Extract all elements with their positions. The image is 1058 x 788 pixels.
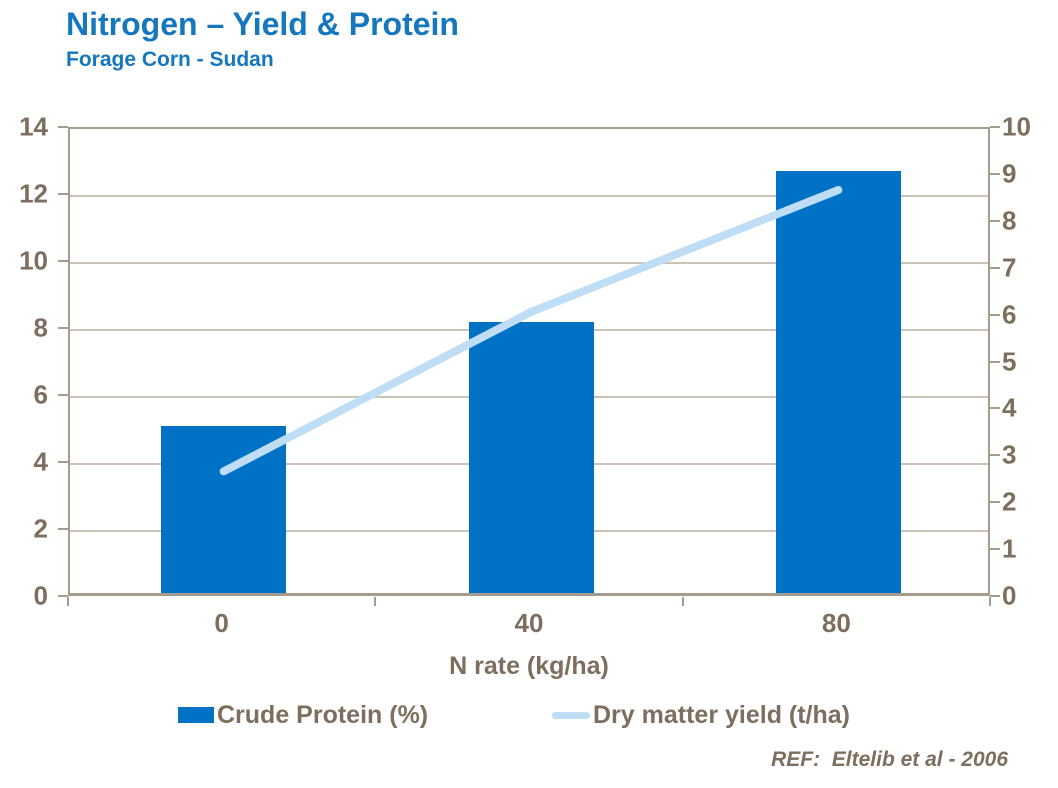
y-axis-right-label: 5 — [1002, 346, 1017, 376]
y-axis-left-tick — [58, 461, 68, 463]
y-axis-right-tick — [990, 126, 1000, 128]
x-axis-tick — [989, 597, 991, 606]
y-axis-right-tick — [990, 454, 1000, 457]
y-axis-left-label: 8 — [33, 312, 48, 343]
y-axis-right-tick — [990, 313, 1000, 316]
grid-line — [70, 195, 988, 197]
y-axis-right-tick — [990, 219, 1000, 222]
y-axis-right-tick — [990, 172, 1000, 175]
reference-text: REF: Eltelib et al - 2006 — [771, 748, 1008, 771]
y-axis-right-label: 4 — [1002, 392, 1017, 423]
y-axis-left-label: 12 — [19, 178, 48, 209]
y-axis-left-tick — [58, 595, 68, 597]
y-axis-right-label: 2 — [1002, 486, 1017, 517]
bar-40 — [468, 321, 594, 593]
chart-title: Nitrogen – Yield & Protein — [66, 6, 459, 42]
x-axis-tick — [681, 597, 684, 606]
line-swatch-icon — [552, 711, 590, 719]
y-axis-left-tick — [58, 528, 68, 530]
bar-80 — [775, 170, 901, 593]
bar-swatch-icon — [178, 707, 214, 723]
chart-subtitle: Forage Corn - Sudan — [66, 48, 274, 71]
x-axis-tick — [67, 597, 69, 606]
y-axis-right-tick — [990, 501, 1000, 504]
y-axis-right-label: 1 — [1002, 533, 1017, 564]
y-axis-left-label: 4 — [33, 446, 48, 477]
x-axis-category-label: 0 — [214, 608, 229, 638]
y-axis-right-label: 9 — [1002, 158, 1017, 189]
x-axis-category-label: 40 — [514, 608, 544, 638]
y-axis-left-tick — [58, 327, 68, 329]
x-axis-category-label: 80 — [821, 608, 851, 638]
y-axis-left-label: 2 — [33, 513, 48, 544]
x-axis-title: N rate (kg/ha) — [449, 652, 609, 680]
y-axis-left-tick — [58, 126, 68, 128]
grid-line — [70, 262, 988, 264]
y-axis-left-label: 14 — [19, 111, 48, 142]
legend-label-dry-matter: Dry matter yield (t/ha) — [593, 700, 851, 729]
dry-matter-line — [219, 185, 843, 476]
y-axis-right-label: 3 — [1002, 439, 1017, 470]
y-axis-left-tick — [58, 394, 68, 396]
legend: Crude Protein (%) Dry matter yield (t/ha… — [0, 698, 1058, 732]
y-axis-right-label: 10 — [1002, 111, 1031, 142]
y-axis-left-label: 6 — [33, 379, 48, 410]
legend-item-crude-protein: Crude Protein (%) — [178, 698, 428, 732]
y-axis-right-tick — [990, 595, 1000, 597]
legend-item-dry-matter: Dry matter yield (t/ha) — [552, 698, 850, 732]
y-axis-right-tick — [990, 548, 1000, 551]
y-axis-left-tick — [58, 193, 68, 195]
y-axis-right-label: 8 — [1002, 205, 1017, 236]
x-axis-tick — [374, 597, 377, 606]
y-axis-right-tick — [990, 266, 1000, 269]
y-axis-right-label: 7 — [1002, 252, 1017, 283]
y-axis-left-label: 10 — [19, 245, 48, 276]
y-axis-left-label: 0 — [33, 580, 48, 611]
y-axis-left-tick — [58, 260, 68, 262]
y-axis-right-tick — [990, 360, 1000, 363]
plot-area — [68, 127, 990, 596]
y-axis-right-tick — [990, 407, 1000, 410]
y-axis-right-label: 6 — [1002, 299, 1017, 330]
legend-label-crude-protein: Crude Protein (%) — [217, 700, 429, 729]
y-axis-right-label: 0 — [1002, 580, 1017, 611]
